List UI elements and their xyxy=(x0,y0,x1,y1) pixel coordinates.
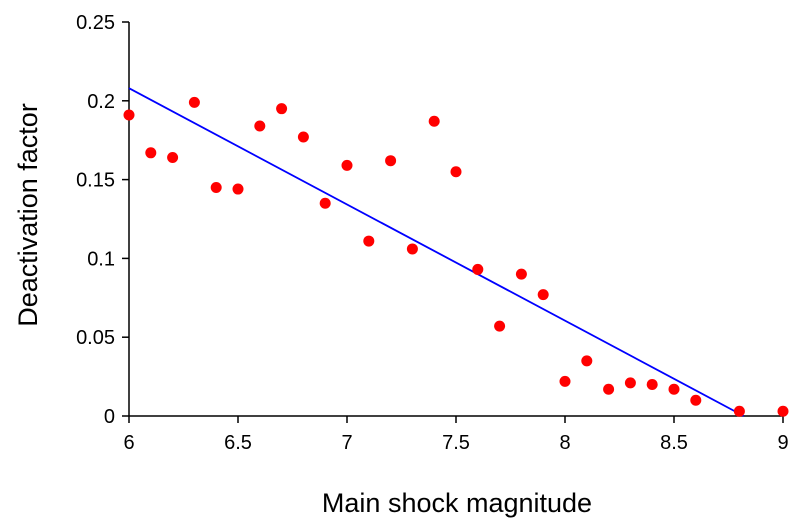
y-axis-title: Deactivation factor xyxy=(13,103,43,327)
data-point xyxy=(494,320,506,332)
data-point xyxy=(537,289,549,301)
data-point xyxy=(232,183,244,195)
data-point xyxy=(472,263,484,275)
data-point xyxy=(668,383,680,395)
y-tick-label: 0.2 xyxy=(87,91,115,113)
x-tick-label: 6.5 xyxy=(224,432,252,454)
data-point xyxy=(406,243,418,255)
data-point xyxy=(254,120,266,132)
data-point xyxy=(777,405,789,417)
x-axis-title: Main shock magnitude xyxy=(322,488,592,518)
data-point xyxy=(581,355,593,367)
x-tick-label: 8.5 xyxy=(660,432,688,454)
y-tick-label: 0.05 xyxy=(76,327,115,349)
data-point xyxy=(145,147,157,159)
trend-line-group xyxy=(128,87,745,417)
data-point xyxy=(188,96,200,108)
data-point xyxy=(319,197,331,209)
x-tick-label: 7.5 xyxy=(442,432,470,454)
y-tick-label: 0 xyxy=(104,406,115,428)
x-tick-label: 9 xyxy=(777,432,788,454)
data-point xyxy=(733,405,745,417)
data-point xyxy=(559,375,571,387)
data-points xyxy=(123,96,789,417)
tick-labels: 0 0.05 0.1 0.15 0.2 0.25 6 6.5 7 7.5 8 8.5 9 xyxy=(76,12,789,454)
data-point xyxy=(646,378,658,390)
data-point xyxy=(603,383,615,395)
x-tick-label: 8 xyxy=(559,432,570,454)
y-tick-label: 0.1 xyxy=(87,248,115,270)
y-tick-label: 0.25 xyxy=(76,12,115,34)
data-point xyxy=(276,103,288,115)
x-tick-label: 6 xyxy=(123,432,134,454)
data-point xyxy=(428,115,440,127)
x-tick-label: 7 xyxy=(341,432,352,454)
axes xyxy=(122,21,784,423)
data-point xyxy=(210,181,222,193)
data-point xyxy=(515,268,527,280)
data-point xyxy=(624,377,636,389)
data-point xyxy=(363,235,375,247)
data-point xyxy=(167,152,179,164)
trend-line xyxy=(128,87,745,417)
data-point xyxy=(297,131,309,143)
y-tick-label: 0.15 xyxy=(76,170,115,192)
data-point xyxy=(341,159,353,171)
data-point xyxy=(690,394,702,406)
data-point xyxy=(123,109,135,121)
data-point xyxy=(450,166,462,178)
data-point xyxy=(385,155,397,167)
